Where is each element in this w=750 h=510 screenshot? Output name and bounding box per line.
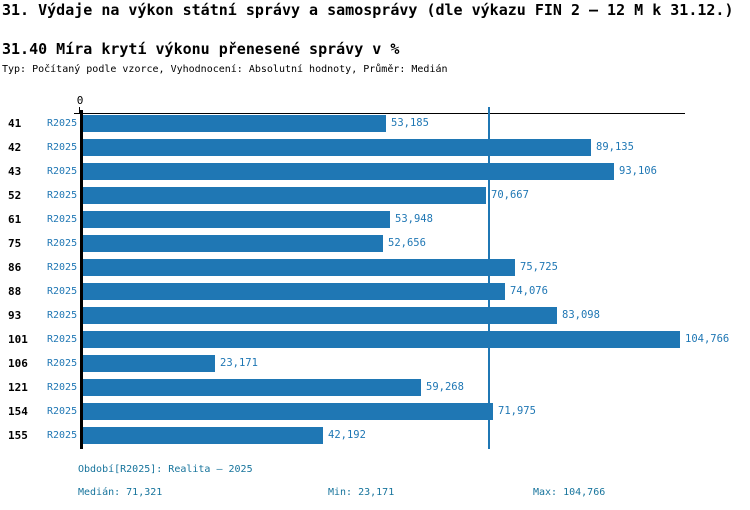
page-title: 31. Výdaje na výkon státní správy a samo…: [2, 1, 734, 19]
value-bar: [83, 139, 591, 156]
category-label: 75: [8, 237, 22, 250]
row-series-label: R2025: [47, 238, 78, 249]
value-label: 93,106: [619, 165, 657, 177]
value-label: 42,192: [328, 429, 366, 441]
category-label: 43: [8, 165, 22, 178]
value-bar: [83, 187, 486, 204]
row-series-label: R2025: [47, 430, 78, 441]
value-label: 83,098: [562, 309, 600, 321]
category-label: 93: [8, 309, 22, 322]
row-series-label: R2025: [47, 214, 78, 225]
value-bar: [83, 283, 505, 300]
row-series-label: R2025: [47, 310, 78, 321]
x-axis-line: [74, 113, 685, 114]
category-label: 88: [8, 285, 22, 298]
value-label: 59,268: [426, 381, 464, 393]
category-label: 154: [8, 405, 28, 418]
value-label: 89,135: [596, 141, 634, 153]
category-label: 101: [8, 333, 28, 346]
row-series-label: R2025: [47, 262, 78, 273]
value-bar: [83, 403, 493, 420]
value-bar: [83, 211, 390, 228]
value-bar: [83, 235, 383, 252]
value-label: 70,667: [491, 189, 529, 201]
value-bar: [83, 379, 421, 396]
value-label: 53,185: [391, 117, 429, 129]
row-series-label: R2025: [47, 286, 78, 297]
category-label: 121: [8, 381, 28, 394]
max-stat: Max: 104,766: [533, 487, 606, 498]
row-series-label: R2025: [47, 118, 78, 129]
value-bar: [83, 259, 515, 276]
row-series-label: R2025: [47, 358, 78, 369]
value-bar: [83, 163, 614, 180]
category-label: 86: [8, 261, 22, 274]
value-label: 74,076: [510, 285, 548, 297]
value-bar: [83, 427, 323, 444]
category-label: 42: [8, 141, 22, 154]
x-axis-zero-tick: [79, 107, 80, 113]
chart-subtitle: 31.40 Míra krytí výkonu přenesené správy…: [2, 40, 400, 58]
category-label: 41: [8, 117, 22, 130]
median-line: [488, 107, 490, 449]
min-stat: Min: 23,171: [328, 487, 395, 498]
value-label: 75,725: [520, 261, 558, 273]
value-label: 71,975: [498, 405, 536, 417]
category-label: 52: [8, 189, 22, 202]
value-bar: [83, 355, 215, 372]
value-label: 53,948: [395, 213, 433, 225]
chart-meta: Typ: Počítaný podle vzorce, Vyhodnocení:…: [2, 64, 448, 75]
row-series-label: R2025: [47, 334, 78, 345]
row-series-label: R2025: [47, 190, 78, 201]
median-stat: Medián: 71,321: [78, 487, 163, 498]
row-series-label: R2025: [47, 406, 78, 417]
category-label: 155: [8, 429, 28, 442]
value-label: 23,171: [220, 357, 258, 369]
value-label: 52,656: [388, 237, 426, 249]
value-bar: [83, 331, 680, 348]
x-axis-zero-label: 0: [76, 94, 84, 107]
row-series-label: R2025: [47, 382, 78, 393]
value-bar: [83, 115, 386, 132]
period-label: Období[R2025]: Realita – 2025: [78, 464, 253, 475]
value-label: 104,766: [685, 333, 730, 345]
y-axis-line: [80, 110, 83, 449]
category-label: 106: [8, 357, 28, 370]
category-label: 61: [8, 213, 22, 226]
value-bar: [83, 307, 557, 324]
row-series-label: R2025: [47, 166, 78, 177]
row-series-label: R2025: [47, 142, 78, 153]
